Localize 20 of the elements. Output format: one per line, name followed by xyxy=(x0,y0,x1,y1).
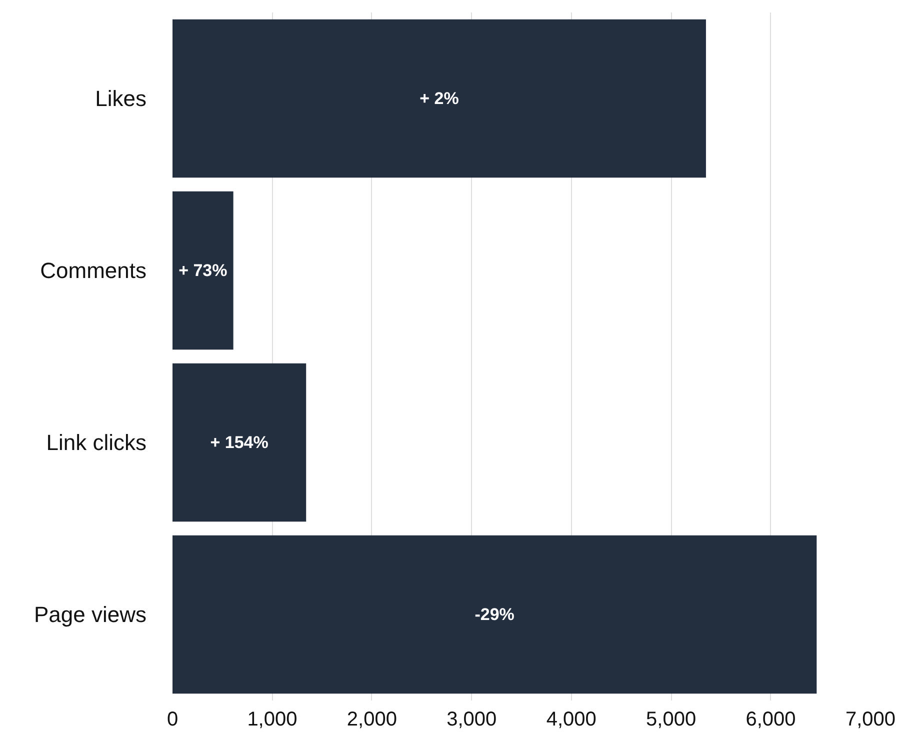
bar xyxy=(172,19,706,178)
annotation: + 154% xyxy=(210,433,268,452)
x-tick-label: 6,000 xyxy=(746,708,796,730)
bar xyxy=(172,191,234,350)
annotation: + 2% xyxy=(420,89,459,108)
y-tick-label: Page views xyxy=(34,602,147,627)
y-tick-label: Link clicks xyxy=(46,430,147,455)
x-tick-label: 0 xyxy=(166,708,178,730)
x-tick-label: 2,000 xyxy=(346,708,397,730)
y-tick-label: Likes xyxy=(95,86,146,111)
x-tick-label: 4,000 xyxy=(546,708,596,730)
x-tick-label: 7,000 xyxy=(845,708,896,730)
annotation: -29% xyxy=(474,605,514,624)
x-tick-label: 1,000 xyxy=(247,708,298,730)
bar xyxy=(172,363,306,522)
bar xyxy=(172,535,817,694)
annotation: + 73% xyxy=(178,261,228,280)
y-tick-label: Comments xyxy=(40,258,146,283)
x-tick-label: 3,000 xyxy=(446,708,497,730)
x-tick-label: 5,000 xyxy=(646,708,696,730)
